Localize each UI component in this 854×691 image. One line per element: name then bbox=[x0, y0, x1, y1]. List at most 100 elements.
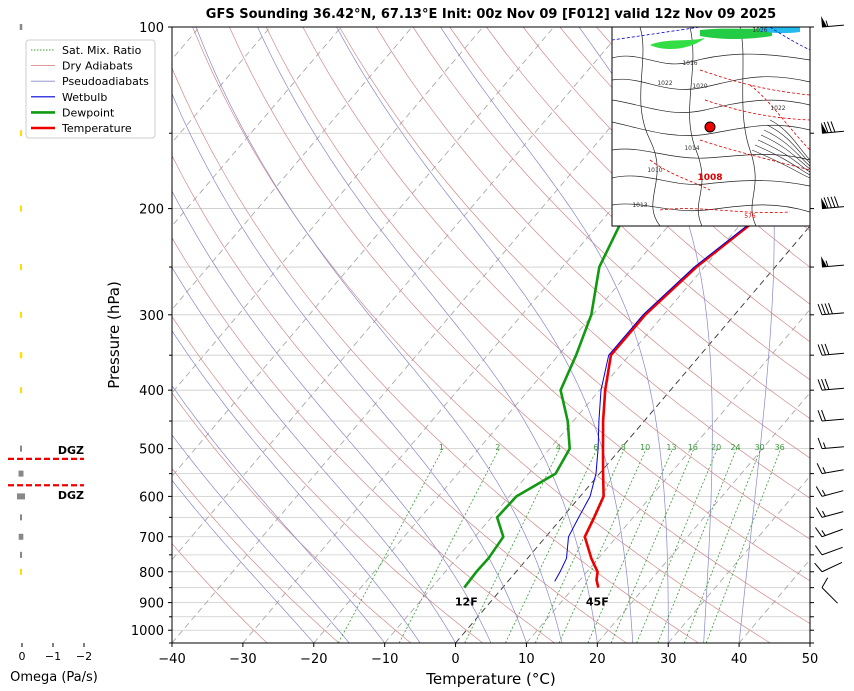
dry-adiabat-line bbox=[486, 27, 810, 343]
map-contour bbox=[612, 203, 810, 213]
mixing-ratio-line bbox=[587, 448, 674, 643]
wind-barb bbox=[817, 343, 844, 356]
wind-barb bbox=[821, 121, 844, 134]
y-tick-label: 800 bbox=[139, 566, 164, 581]
map-contour bbox=[751, 149, 810, 179]
y-tick-label: 100 bbox=[139, 21, 164, 36]
isotherm-line bbox=[667, 475, 810, 643]
isotherm-line bbox=[172, 27, 626, 561]
isotherm-line bbox=[172, 27, 484, 394]
map-contour bbox=[760, 134, 810, 170]
map-isobar-label: 1016 bbox=[682, 60, 697, 67]
dry-adiabat-line bbox=[192, 27, 771, 643]
map-precip-area bbox=[700, 28, 772, 39]
omega-bar bbox=[20, 264, 22, 271]
wind-barb bbox=[817, 303, 844, 316]
x-tick-label: 50 bbox=[802, 652, 819, 667]
dgz-label: DGZ bbox=[58, 489, 84, 502]
wind-barb bbox=[815, 527, 843, 538]
y-tick-label: 1000 bbox=[131, 624, 164, 639]
legend-label: Dewpoint bbox=[62, 106, 115, 119]
omega-bar bbox=[18, 533, 24, 540]
omega-tick-label: −1 bbox=[45, 650, 61, 663]
x-axis-title: Temperature (°C) bbox=[425, 670, 555, 688]
map-isobar-label: 1013 bbox=[632, 202, 647, 209]
dry-adiabat-line bbox=[412, 27, 810, 419]
x-tick-label: 30 bbox=[660, 652, 677, 667]
wind-barb bbox=[815, 545, 843, 556]
legend: Sat. Mix. Ratio Dry Adiabats Pseudoadiabat… bbox=[25, 39, 156, 139]
wind-barb bbox=[821, 577, 838, 604]
map-isobar-label: 1014 bbox=[684, 145, 699, 152]
isotherm-line bbox=[172, 27, 271, 144]
wind-barb bbox=[816, 463, 844, 475]
y-tick-label: 700 bbox=[139, 531, 164, 546]
map-contour bbox=[766, 124, 810, 164]
dgz-label: DGZ bbox=[58, 444, 84, 457]
x-tick-label: −20 bbox=[300, 652, 327, 667]
wind-barb bbox=[815, 486, 844, 497]
map-isobar-label: 1010 bbox=[647, 167, 662, 174]
omega-bar bbox=[20, 445, 22, 452]
mixing-ratio-label: 4 bbox=[556, 443, 561, 452]
map-contour bbox=[612, 99, 810, 113]
mixing-ratio-label: 13 bbox=[666, 443, 676, 452]
mixing-ratio-label: 2 bbox=[495, 443, 500, 452]
omega-bar bbox=[20, 514, 22, 521]
plot-frame bbox=[171, 26, 811, 644]
map-isobar-label: 1020 bbox=[692, 83, 707, 90]
omega-axis-title: Omega (Pa/s) bbox=[10, 670, 98, 685]
legend-label: Temperature bbox=[61, 122, 132, 135]
dry-adiabat-line bbox=[302, 27, 810, 540]
map-contour bbox=[639, 27, 661, 226]
mixing-ratio-line bbox=[610, 448, 695, 643]
pseudoadiabat-line bbox=[172, 434, 350, 643]
y-tick-label: 400 bbox=[139, 384, 164, 399]
x-tick-label: −40 bbox=[158, 652, 185, 667]
mixing-ratio-line bbox=[683, 448, 762, 643]
mixing-ratio-label: 16 bbox=[688, 443, 698, 452]
isotherm-line bbox=[172, 27, 342, 227]
map-isobar-label: 576 bbox=[744, 213, 756, 220]
mixing-ratio-label: 36 bbox=[775, 443, 785, 452]
surface-temperature-label: 45F bbox=[586, 596, 609, 609]
omega-bar bbox=[20, 311, 22, 318]
mixing-ratio-line bbox=[337, 448, 444, 643]
mixing-ratio-label: 6 bbox=[593, 443, 598, 452]
y-tick-label: 200 bbox=[139, 203, 164, 218]
dry-adiabat-line bbox=[172, 67, 699, 643]
dry-adiabat-line bbox=[172, 315, 483, 643]
wind-barb bbox=[821, 256, 844, 268]
isotherm-line bbox=[455, 225, 810, 643]
pseudoadiabat-line bbox=[172, 479, 315, 643]
map-thickness-line bbox=[649, 159, 711, 191]
mixing-ratio-line bbox=[657, 448, 738, 643]
wind-barb bbox=[821, 196, 844, 210]
inset-map-contours: 1026 1020 1022 1016 1014 1010 1008 1022 576 1013 bbox=[612, 27, 810, 226]
pseudoadiabat-line bbox=[578, 27, 713, 643]
dry-adiabat-line bbox=[522, 27, 810, 305]
legend-label: Sat. Mix. Ratio bbox=[62, 44, 142, 57]
x-tick-label: −10 bbox=[371, 652, 398, 667]
y-tick-label: 500 bbox=[139, 443, 164, 458]
map-isobar-label: 1022 bbox=[657, 80, 672, 87]
map-contour bbox=[612, 148, 810, 161]
wind-barb bbox=[817, 378, 844, 391]
pseudoadiabat-line bbox=[172, 92, 527, 643]
map-contour bbox=[612, 53, 810, 65]
dry-adiabat-line bbox=[172, 237, 555, 643]
map-contour bbox=[612, 175, 810, 187]
omega-tick-label: 0 bbox=[19, 650, 26, 663]
omega-panel: 0 −1 −2 DGZ DGZ bbox=[8, 24, 92, 663]
pseudoadiabat-line bbox=[172, 385, 385, 643]
inset-map: 1026 1020 1022 1016 1014 1010 1008 1022 576 1013 bbox=[611, 26, 811, 227]
y-tick-label: 300 bbox=[139, 309, 164, 324]
map-contour bbox=[769, 119, 810, 161]
mixing-ratio-label: 1 bbox=[439, 443, 444, 452]
legend-box bbox=[25, 39, 156, 139]
mixing-ratio-lines bbox=[337, 448, 782, 643]
map-isobar-label: 1026 bbox=[752, 27, 767, 34]
y-tick-label: 900 bbox=[139, 597, 164, 612]
map-precip-area bbox=[650, 38, 705, 50]
